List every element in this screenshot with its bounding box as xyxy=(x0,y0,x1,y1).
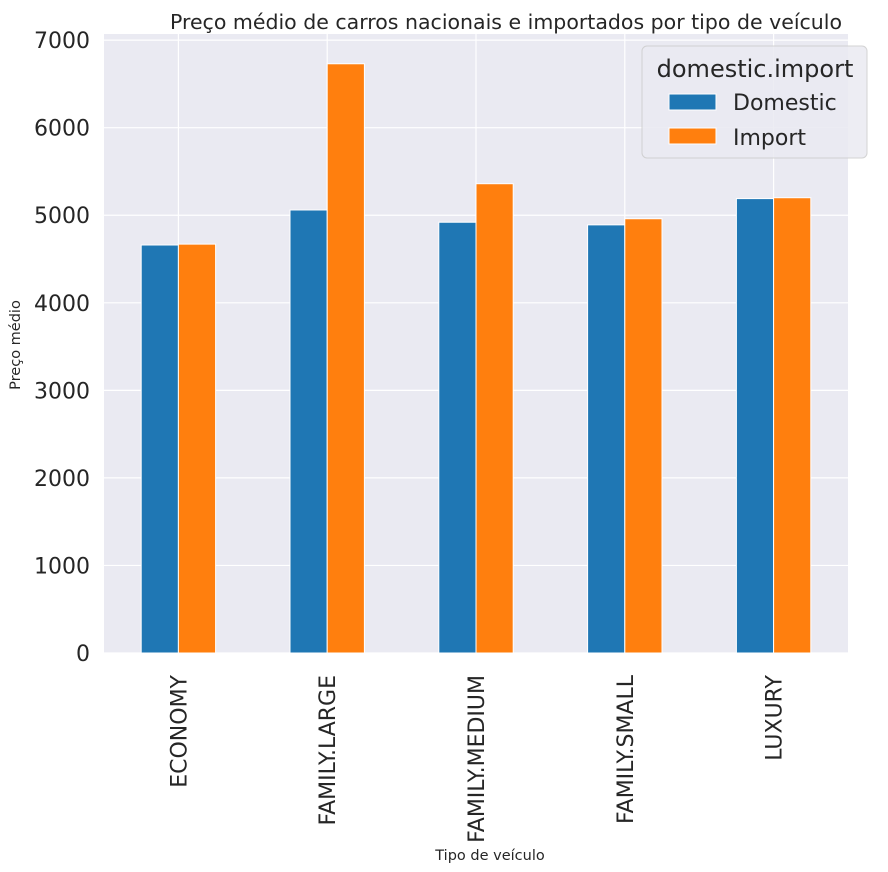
bar-import xyxy=(624,218,663,654)
bar-import xyxy=(475,183,514,654)
bar-domestic xyxy=(289,209,328,654)
y-tick-label: 0 xyxy=(76,642,90,667)
legend: domestic.import Domestic Import xyxy=(641,45,868,159)
y-tick-label: 6000 xyxy=(34,117,90,142)
x-tick-label: LUXURY xyxy=(763,674,788,760)
legend-title: domestic.import xyxy=(657,55,854,83)
legend-label-domestic: Domestic xyxy=(733,91,837,116)
bar-domestic xyxy=(140,244,179,654)
bar-domestic xyxy=(735,198,775,654)
y-tick-label: 5000 xyxy=(34,204,90,229)
legend-swatch-import xyxy=(668,127,717,145)
legend-swatch-domestic xyxy=(668,93,717,111)
legend-label-import: Import xyxy=(733,126,806,151)
y-tick-label: 2000 xyxy=(34,467,90,492)
bar-domestic xyxy=(438,221,477,654)
x-tick-label: FAMILY.LARGE xyxy=(316,675,341,826)
x-tick-labels: ECONOMY FAMILY.LARGE FAMILY.MEDIUM FAMILY.S… xyxy=(167,674,787,843)
y-tick-label: 3000 xyxy=(34,379,90,404)
x-tick-label: ECONOMY xyxy=(167,674,192,787)
x-tick-label: FAMILY.MEDIUM xyxy=(465,675,490,843)
y-tick-labels: 0 1000 2000 3000 4000 5000 6000 7000 xyxy=(34,29,90,667)
y-tick-label: 1000 xyxy=(34,554,90,579)
bar-import xyxy=(326,63,365,654)
bars xyxy=(140,63,812,654)
y-tick-label: 4000 xyxy=(34,292,90,317)
y-axis-label: Preço médio xyxy=(8,300,24,390)
chart-title: Preço médio de carros nacionais e import… xyxy=(170,10,842,34)
x-axis-label: Tipo de veículo xyxy=(434,848,545,864)
x-tick-label: FAMILY.SMALL xyxy=(614,674,639,824)
bar-domestic xyxy=(587,224,626,654)
bar-import xyxy=(177,243,217,654)
y-tick-label: 7000 xyxy=(34,29,90,54)
bar-import xyxy=(773,197,812,654)
